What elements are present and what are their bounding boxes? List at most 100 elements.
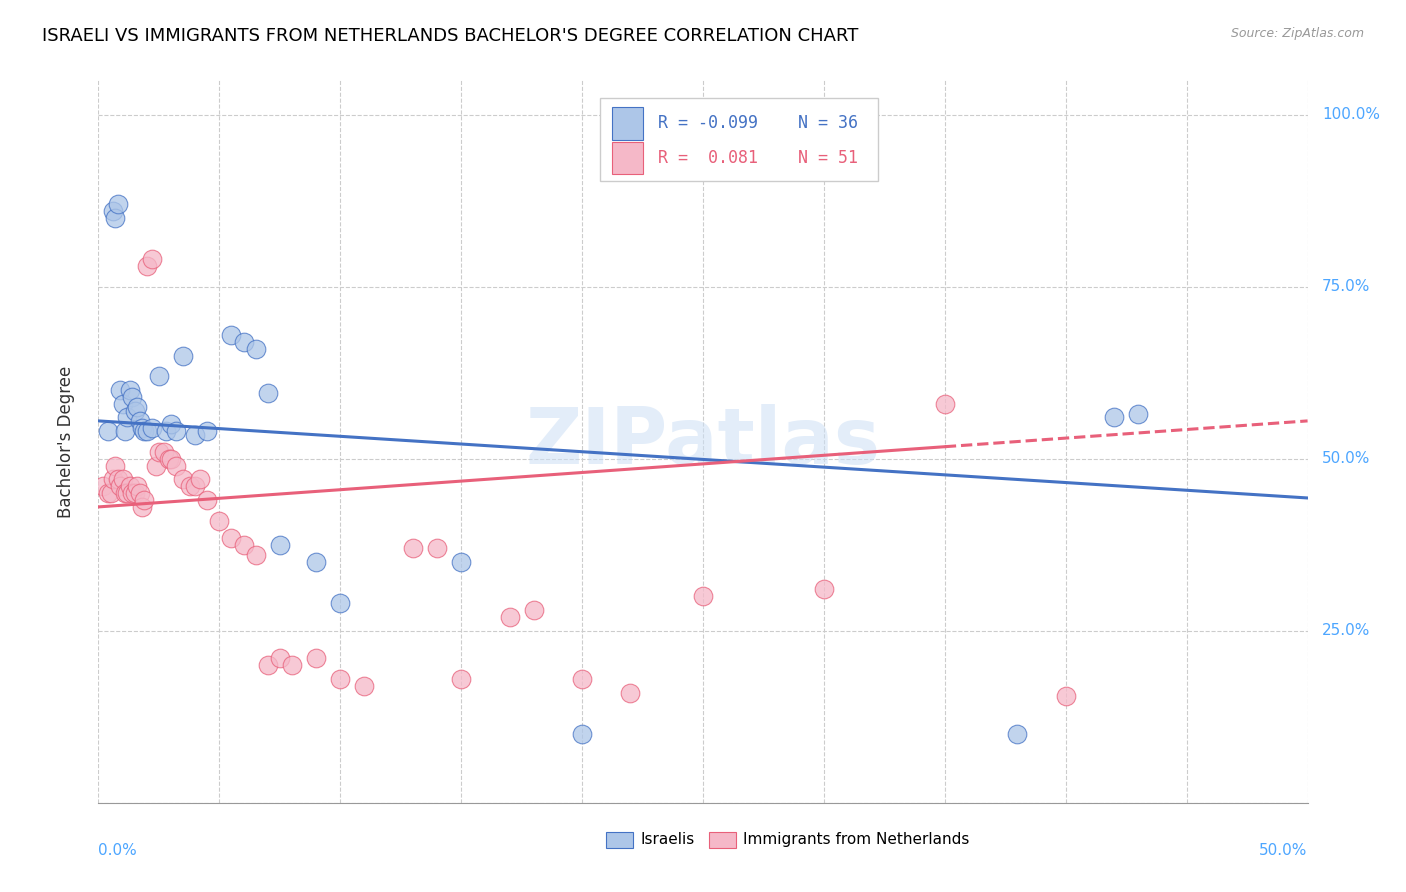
Point — [111, 472, 134, 486]
Point — [111, 397, 134, 411]
Point — [619, 686, 641, 700]
Point — [188, 472, 211, 486]
Point — [124, 486, 146, 500]
Point — [148, 369, 170, 384]
Point — [124, 403, 146, 417]
Point — [107, 472, 129, 486]
Point — [117, 486, 139, 500]
Text: 0.0%: 0.0% — [98, 843, 138, 857]
Text: 75.0%: 75.0% — [1322, 279, 1371, 294]
Point — [426, 541, 449, 556]
Point — [571, 727, 593, 741]
Point — [155, 424, 177, 438]
Bar — [709, 831, 735, 847]
Point — [91, 479, 114, 493]
Point — [1007, 727, 1029, 741]
Point — [195, 424, 218, 438]
Text: R = -0.099    N = 36: R = -0.099 N = 36 — [658, 114, 858, 132]
Text: R =  0.081    N = 51: R = 0.081 N = 51 — [658, 149, 858, 167]
Point — [148, 445, 170, 459]
Point — [245, 342, 267, 356]
Point — [134, 424, 156, 438]
Point — [813, 582, 835, 597]
Point — [107, 197, 129, 211]
Text: 50.0%: 50.0% — [1260, 843, 1308, 857]
Point — [141, 252, 163, 267]
Point — [141, 421, 163, 435]
Point — [269, 651, 291, 665]
Point — [353, 679, 375, 693]
Point — [127, 479, 149, 493]
Point — [232, 538, 254, 552]
Point — [165, 458, 187, 473]
Text: Israelis: Israelis — [640, 832, 695, 847]
Point — [523, 603, 546, 617]
Point — [100, 486, 122, 500]
Text: ZIPatlas: ZIPatlas — [526, 403, 880, 480]
Point — [134, 493, 156, 508]
Text: Immigrants from Netherlands: Immigrants from Netherlands — [742, 832, 969, 847]
Point — [172, 349, 194, 363]
Text: Source: ZipAtlas.com: Source: ZipAtlas.com — [1230, 27, 1364, 40]
Point — [101, 204, 124, 219]
Point — [145, 458, 167, 473]
Point — [108, 383, 131, 397]
Point — [1054, 689, 1077, 703]
Point — [121, 486, 143, 500]
Point — [104, 458, 127, 473]
Point — [131, 421, 153, 435]
Bar — [613, 142, 643, 174]
Point — [128, 414, 150, 428]
Point — [118, 479, 141, 493]
Point — [127, 400, 149, 414]
Point — [117, 410, 139, 425]
Point — [498, 610, 520, 624]
Point — [114, 486, 136, 500]
Point — [232, 334, 254, 349]
Point — [195, 493, 218, 508]
Text: 50.0%: 50.0% — [1322, 451, 1371, 467]
Point — [118, 383, 141, 397]
Point — [221, 531, 243, 545]
Point — [571, 672, 593, 686]
Point — [160, 417, 183, 432]
Point — [402, 541, 425, 556]
Point — [256, 386, 278, 401]
Point — [97, 424, 120, 438]
Point — [305, 555, 328, 569]
Bar — [606, 831, 633, 847]
Point — [104, 211, 127, 225]
Point — [128, 486, 150, 500]
Point — [184, 479, 207, 493]
Point — [692, 590, 714, 604]
FancyBboxPatch shape — [600, 98, 879, 181]
Point — [135, 259, 157, 273]
Point — [108, 479, 131, 493]
Point — [165, 424, 187, 438]
Point — [172, 472, 194, 486]
Point — [152, 445, 174, 459]
Point — [450, 672, 472, 686]
Point — [450, 555, 472, 569]
Point — [114, 424, 136, 438]
Point — [329, 596, 352, 610]
Point — [101, 472, 124, 486]
Point — [131, 500, 153, 514]
Text: 25.0%: 25.0% — [1322, 624, 1371, 639]
Point — [97, 486, 120, 500]
Point — [305, 651, 328, 665]
Point — [135, 424, 157, 438]
Point — [256, 658, 278, 673]
Point — [269, 538, 291, 552]
Point — [221, 327, 243, 342]
Bar — [613, 107, 643, 139]
Point — [121, 390, 143, 404]
Point — [934, 397, 956, 411]
Point — [1102, 410, 1125, 425]
Text: 100.0%: 100.0% — [1322, 107, 1381, 122]
Point — [245, 548, 267, 562]
Point — [184, 427, 207, 442]
Text: ISRAELI VS IMMIGRANTS FROM NETHERLANDS BACHELOR'S DEGREE CORRELATION CHART: ISRAELI VS IMMIGRANTS FROM NETHERLANDS B… — [42, 27, 859, 45]
Point — [281, 658, 304, 673]
Point — [1128, 407, 1150, 421]
